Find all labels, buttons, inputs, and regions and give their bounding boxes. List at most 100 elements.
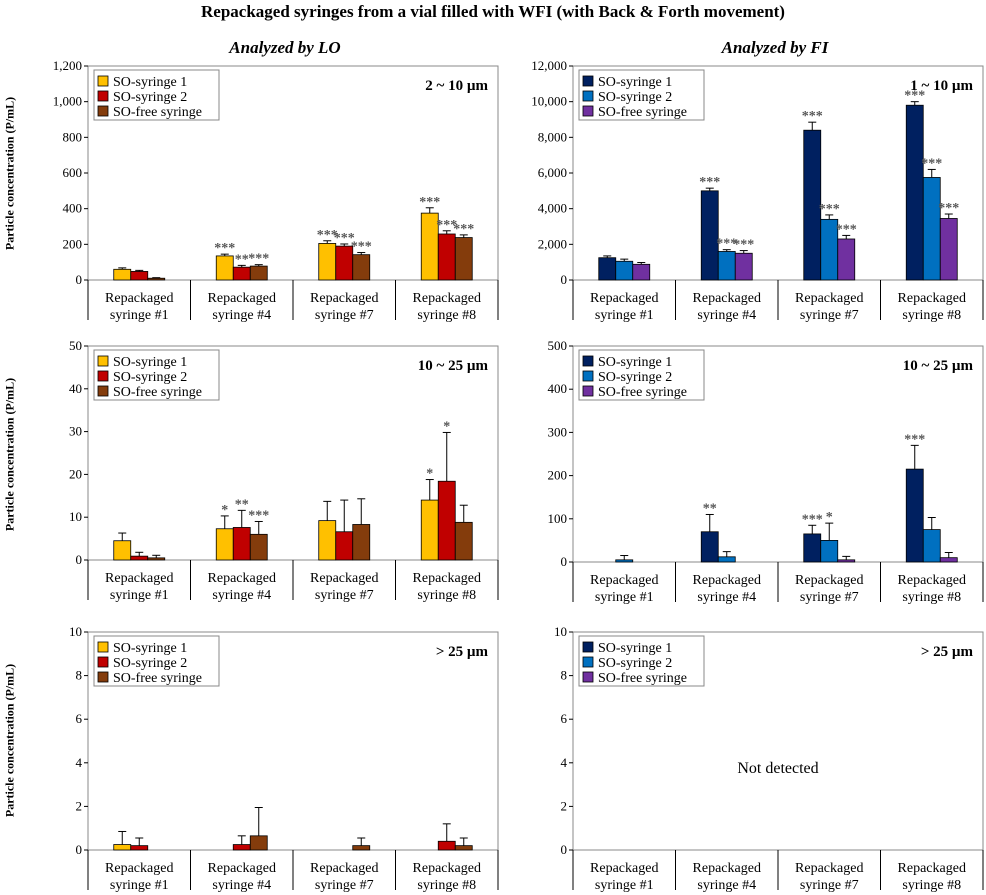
lo-10-25-bar — [420, 499, 439, 561]
fi-1-10-significance-mark: *** — [904, 89, 925, 104]
lo-25-legend-label: SO-syringe 1 — [113, 641, 187, 656]
lo-25-legend-label: SO-free syringe — [113, 671, 202, 686]
column-title-lo: Analyzed by LO — [229, 38, 341, 57]
fi-25-ytick-label: 10 — [554, 624, 567, 639]
lo-25-ytick-label: 2 — [76, 798, 83, 813]
fi-25-legend-label: SO-syringe 2 — [598, 656, 672, 671]
fi-10-25-bar — [615, 559, 634, 563]
lo-2-10-category-label-line1: Repackaged — [310, 291, 378, 306]
lo-2-10-bar — [215, 255, 234, 281]
lo-10-25-category-label-line1: Repackaged — [208, 571, 276, 586]
lo-2-10-legend-label: SO-syringe 2 — [113, 90, 187, 105]
fi-25-category-label-line2: syringe #1 — [595, 878, 654, 893]
fi-10-25-ytick-label: 200 — [548, 468, 568, 483]
lo-2-10-ytick-label: 1,000 — [53, 94, 82, 109]
lo-10-25-bar — [352, 524, 371, 561]
fi-1-10-bar — [837, 238, 856, 281]
lo-10-25-ytick-label: 10 — [69, 509, 82, 524]
fi-10-25-size-range-label: 10 ~ 25 µm — [903, 358, 974, 374]
lo-25-legend-swatch — [97, 641, 109, 653]
lo-25-ytick-label: 0 — [76, 842, 83, 857]
lo-25-ytick-label: 6 — [76, 711, 83, 726]
fi-1-10-bar — [939, 218, 958, 281]
fi-25-category-label-line1: Repackaged — [590, 861, 658, 876]
lo-2-10-legend-box — [93, 69, 220, 121]
lo-2-10-significance-mark: *** — [351, 240, 372, 255]
lo-25-legend-label: SO-syringe 2 — [113, 656, 187, 671]
fi-10-25-legend-swatch — [582, 385, 594, 397]
fi-10-25-bar — [803, 533, 822, 563]
fi-25-ytick-label: 6 — [561, 711, 568, 726]
lo-10-25-category-label-line2: syringe #7 — [315, 588, 374, 603]
fi-10-25-ytick-label: 400 — [548, 381, 568, 396]
lo-2-10-significance-mark: ** — [235, 252, 249, 267]
fi-1-10-bar — [922, 177, 941, 281]
fi-10-25-bar — [922, 529, 941, 563]
fi-10-25-ytick-label: 500 — [548, 338, 568, 353]
lo-2-10-bar — [454, 237, 473, 281]
fi-1-10-significance-mark: *** — [938, 201, 959, 216]
lo-10-25-category-label-line1: Repackaged — [105, 571, 173, 586]
lo-25-size-range-label: > 25 µm — [436, 644, 489, 660]
fi-1-10-significance-mark: *** — [921, 156, 942, 171]
fi-25-ytick-label: 0 — [561, 842, 568, 857]
lo-25-legend-box — [93, 635, 220, 687]
lo-25-category-label-line2: syringe #8 — [417, 878, 476, 893]
fi-25-ytick-label: 8 — [561, 668, 568, 683]
lo-2-10-bar — [130, 271, 149, 281]
fi-25-size-range-label: > 25 µm — [921, 644, 974, 660]
fi-10-25-category-label-line1: Repackaged — [898, 573, 966, 588]
lo-25-category-label-line2: syringe #1 — [110, 878, 169, 893]
lo-10-25-ytick-label: 50 — [69, 338, 82, 353]
fi-10-25-legend-label: SO-syringe 1 — [598, 355, 672, 370]
figure-title: Repackaged syringes from a vial filled w… — [201, 2, 785, 21]
fi-1-10-significance-mark: *** — [819, 202, 840, 217]
lo-10-25-legend-swatch — [97, 370, 109, 382]
lo-2-10-bar — [147, 277, 166, 281]
lo-10-25-category-label-line1: Repackaged — [310, 571, 378, 586]
fi-10-25-ytick-label: 0 — [561, 554, 568, 569]
lo-10-25-significance-mark: *** — [248, 508, 269, 523]
fi-10-25-bar — [905, 468, 924, 563]
lo-25-bar — [130, 845, 149, 851]
fi-25-category-label-line2: syringe #7 — [800, 878, 859, 893]
fi-10-25-bar — [939, 557, 958, 563]
fi-1-10-bar — [717, 251, 736, 281]
fi-1-10-significance-mark: *** — [716, 237, 737, 252]
fi-25-category-label-line1: Repackaged — [795, 861, 863, 876]
fi-1-10-bar — [700, 190, 719, 281]
lo-2-10-legend-swatch — [97, 75, 109, 87]
lo-2-10-category-label-line1: Repackaged — [413, 291, 481, 306]
lo-2-10-legend-swatch — [97, 90, 109, 102]
lo-25-bar — [113, 844, 132, 851]
fi-25-annotation: Not detected — [737, 760, 818, 777]
lo-2-10-significance-mark: *** — [453, 222, 474, 237]
lo-10-25-bar — [113, 540, 132, 561]
lo-25-category-label-line2: syringe #7 — [315, 878, 374, 893]
fi-1-10-ytick-label: 12,000 — [531, 58, 567, 73]
lo-10-25-legend-label: SO-free syringe — [113, 385, 202, 400]
fi-25-category-label-line2: syringe #8 — [902, 878, 961, 893]
fi-1-10-ytick-label: 8,000 — [538, 129, 567, 144]
lo-2-10-bar — [249, 265, 268, 281]
fi-1-10-legend-box — [578, 69, 705, 121]
fi-10-25-significance-mark: ** — [703, 501, 717, 516]
lo-10-25-category-label-line1: Repackaged — [413, 571, 481, 586]
lo-2-10-bar — [437, 233, 456, 281]
lo-10-25-significance-mark: * — [221, 503, 228, 518]
fi-10-25-bar — [820, 540, 839, 563]
lo-2-10-significance-mark: *** — [419, 195, 440, 210]
fi-1-10-ytick-label: 2,000 — [538, 236, 567, 251]
lo-2-10-bar — [113, 268, 132, 281]
lo-25-legend-swatch — [97, 671, 109, 683]
lo-2-10-bar — [352, 254, 371, 281]
fi-1-10-category-label-line1: Repackaged — [795, 291, 863, 306]
lo-10-25-bar — [249, 533, 268, 561]
fi-1-10-ytick-label: 0 — [561, 272, 568, 287]
fi-10-25-category-label-line2: syringe #8 — [902, 590, 961, 605]
lo-2-10-ytick-label: 400 — [63, 201, 83, 216]
lo-2-10-ytick-label: 200 — [63, 236, 83, 251]
lo-10-25-size-range-label: 10 ~ 25 µm — [418, 358, 489, 374]
lo-25-category-label-line1: Repackaged — [310, 861, 378, 876]
lo-10-25-ytick-label: 20 — [69, 466, 82, 481]
